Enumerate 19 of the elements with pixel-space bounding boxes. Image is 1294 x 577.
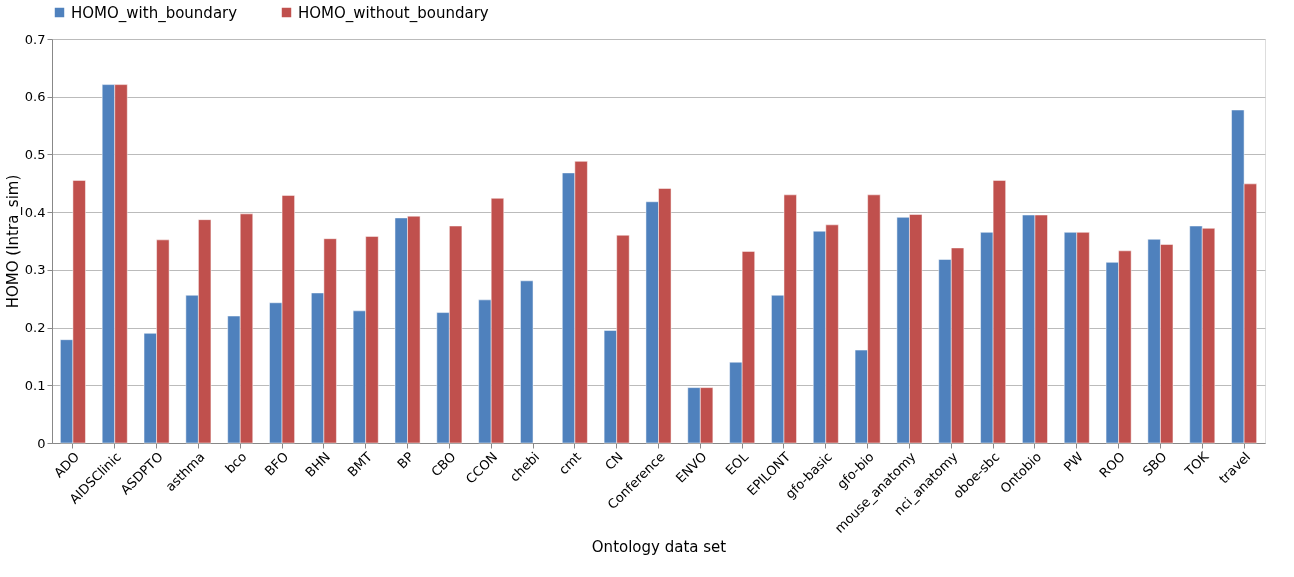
x-tick-label: EOL <box>722 448 752 478</box>
legend-label: HOMO_with_boundary <box>71 3 238 23</box>
y-tick-label: 0.4 <box>24 204 46 220</box>
legend-label: HOMO_without_boundary <box>298 3 489 23</box>
y-axis-title: HOMO (Intra_sim) <box>3 174 23 309</box>
x-tick-label: cmt <box>555 449 585 478</box>
y-tick-label: 0.5 <box>24 146 46 162</box>
y-tick-label: 0.6 <box>24 89 46 105</box>
y-tick-label: 0.1 <box>24 377 46 393</box>
bar <box>520 280 534 444</box>
x-axis-title: Ontology data set <box>591 537 727 556</box>
x-tick-label: CBO <box>428 449 459 480</box>
y-tick-label: 0.3 <box>24 262 46 278</box>
y-tick-label: 0.7 <box>24 31 46 47</box>
x-tick-label: PW <box>1060 448 1087 475</box>
y-tick-label: 0.2 <box>24 320 46 336</box>
x-tick-label: BP <box>394 448 417 472</box>
x-tick-label: bco <box>222 449 250 477</box>
y-tick-label: 0 <box>37 435 46 451</box>
